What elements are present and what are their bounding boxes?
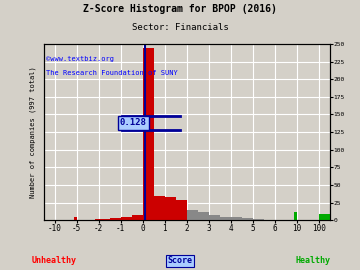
Bar [95, 219, 99, 220]
Bar [75, 217, 77, 220]
Bar [242, 218, 253, 220]
Text: ©www.textbiz.org: ©www.textbiz.org [46, 56, 114, 62]
Bar [109, 218, 121, 220]
Bar [253, 219, 264, 220]
Bar [319, 214, 338, 220]
Bar [208, 215, 220, 220]
Bar [294, 212, 297, 220]
Bar [154, 195, 165, 220]
Text: Unhealthy: Unhealthy [32, 256, 76, 265]
Bar [131, 215, 143, 220]
Text: Healthy: Healthy [296, 256, 331, 265]
Bar [176, 201, 186, 220]
Y-axis label: Number of companies (997 total): Number of companies (997 total) [30, 66, 36, 198]
Bar [220, 217, 230, 220]
Bar [165, 197, 176, 220]
Text: Score: Score [167, 256, 193, 265]
Text: Sector: Financials: Sector: Financials [132, 23, 228, 32]
Bar [121, 217, 131, 220]
Text: The Research Foundation of SUNY: The Research Foundation of SUNY [46, 70, 178, 76]
Text: Z-Score Histogram for BPOP (2016): Z-Score Histogram for BPOP (2016) [83, 4, 277, 14]
Bar [230, 217, 242, 220]
Bar [143, 48, 154, 220]
Text: 0.128: 0.128 [120, 119, 147, 127]
Bar [186, 210, 198, 220]
Bar [99, 219, 109, 220]
Bar [198, 212, 208, 220]
